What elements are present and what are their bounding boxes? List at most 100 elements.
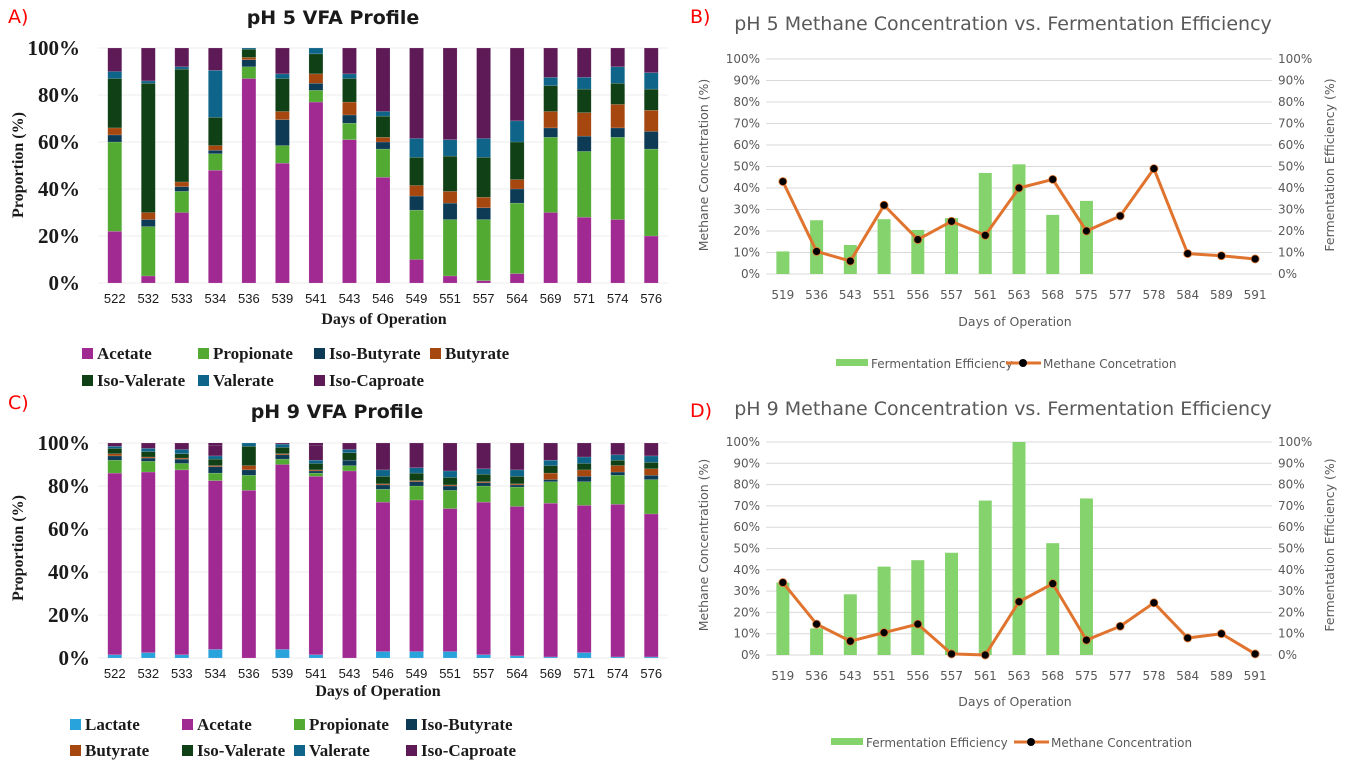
y-tick-label-left: 0% [741, 648, 760, 662]
bar-segment-lactate [375, 651, 391, 659]
methane-point [1250, 649, 1260, 659]
bar-segment-iso-butyrate [576, 476, 592, 482]
x-tick-label: 551 [439, 291, 461, 306]
bar-segment-butyrate [643, 110, 659, 132]
bar-segment-iso-butyrate [241, 59, 257, 68]
bar-segment-iso-caproate [442, 47, 458, 140]
bar-segment-iso-valerate [141, 451, 156, 458]
bar-segment-iso-caproate [509, 47, 525, 122]
x-tick-label: 563 [1008, 288, 1031, 302]
x-tick-label: 519 [771, 669, 794, 683]
bar-segment-iso-butyrate [241, 469, 257, 476]
y-tick-label-left: 30% [733, 584, 760, 598]
x-tick-label: 551 [439, 666, 461, 681]
legend-item-iso-valerate: Iso-Valerate [182, 741, 286, 760]
bar-segment-valerate [509, 120, 525, 143]
y-tick-label-right: 90% [1278, 74, 1305, 88]
x-tick-label: 557 [473, 291, 495, 306]
methane-point [913, 619, 923, 629]
bar-segment-iso-valerate [476, 157, 491, 198]
bar-segment-butyrate [174, 181, 190, 187]
bar-segment-propionate [442, 490, 458, 509]
bar-segment-iso-caproate [509, 442, 525, 471]
bar-segment-iso-caproate [476, 442, 491, 470]
legend-swatch-lactate [70, 719, 81, 730]
bar-segment-butyrate [107, 453, 123, 457]
y-tick-label: 100% [28, 36, 81, 60]
bar-segment-iso-butyrate [543, 479, 558, 482]
bar-segment-iso-butyrate [509, 188, 525, 204]
bar-segment-iso-valerate [442, 155, 458, 192]
methane-point [1250, 254, 1260, 264]
bar-segment-iso-caproate [308, 444, 324, 461]
methane-point [1183, 633, 1193, 643]
x-tick-label: 563 [1008, 669, 1031, 683]
legend-item-iso-caproate: Iso-Caproate [406, 741, 517, 760]
methane-point [980, 650, 990, 660]
legend-item-butyrate: Butyrate [70, 741, 150, 760]
y-tick-label-right: 50% [1278, 542, 1305, 556]
bar-segment-iso-butyrate [107, 455, 123, 461]
legend-swatch-iso-valerate [182, 745, 193, 756]
bar-segment-acetate [208, 169, 223, 284]
y-tick-label-left: 40% [733, 563, 760, 577]
bar-segment-butyrate [576, 112, 592, 137]
bar-segment-acetate [409, 259, 424, 284]
legend-swatch-fermentation-efficiency [836, 359, 868, 366]
bar-segment-acetate [308, 101, 324, 284]
chart-ph5-methane-vs-fe: pH 5 Methane Concentration vs. Fermentat… [696, 13, 1337, 371]
bar-segment-butyrate [141, 212, 156, 220]
x-tick-label: 575 [1075, 288, 1098, 302]
panel-label-d: D) [690, 400, 713, 422]
bar-segment-valerate [409, 467, 424, 474]
bar-segment-iso-valerate [610, 459, 625, 466]
chart-ph9-vfa-profile: pH 9 VFA Profile 0% 20% 40% 60% 80% 100% 522 5… [10, 401, 668, 760]
bar-segment-iso-valerate [308, 463, 324, 471]
bar-segment-iso-caproate [610, 47, 625, 68]
bar-segment-iso-caproate [141, 47, 156, 82]
bar-segment-iso-caproate [208, 443, 223, 446]
x-tick-label: 551 [873, 288, 896, 302]
bar-segment-butyrate [643, 468, 659, 476]
bar-segment-acetate [342, 139, 357, 284]
bar-segment-iso-valerate [409, 157, 424, 186]
bar-segment-iso-valerate [241, 445, 257, 466]
bar-segment-iso-butyrate [208, 149, 223, 155]
legend-label: Valerate [309, 741, 370, 760]
legend-label: Methane Concetration [1043, 357, 1177, 371]
bar-segment-propionate [409, 485, 424, 501]
y-tick-label-left: 80% [733, 478, 760, 492]
bar-segment-acetate [543, 212, 558, 284]
bar-segment-acetate [141, 471, 156, 653]
bar-segment-iso-valerate [543, 465, 558, 474]
bar-segment-butyrate [409, 185, 424, 197]
legend-label: Acetate [97, 344, 152, 363]
x-tick-label: 575 [1075, 669, 1098, 683]
bar-segment-iso-caproate [342, 47, 357, 75]
y-tick-label: 20% [48, 603, 90, 627]
bar-fermentation-efficiency [877, 219, 891, 274]
x-tick-label: 561 [974, 288, 997, 302]
bar-segment-valerate [643, 72, 659, 90]
bar-fermentation-efficiency [978, 172, 992, 274]
bar-segment-acetate [643, 235, 659, 284]
bar-segment-acetate [241, 78, 257, 284]
bar-segment-iso-butyrate [643, 475, 659, 480]
bar-segment-valerate [141, 448, 156, 452]
bar-segment-valerate [342, 73, 357, 79]
bar-segment-lactate [141, 652, 156, 659]
bar-segment-iso-valerate [208, 458, 223, 466]
bar-fermentation-efficiency [776, 582, 790, 655]
legend-swatch-propionate [294, 719, 305, 730]
x-tick-label: 522 [104, 291, 126, 306]
methane-point [1115, 211, 1125, 221]
bar-fermentation-efficiency [945, 552, 959, 655]
x-tick-label: 536 [805, 288, 828, 302]
bar-segment-iso-butyrate [476, 207, 491, 220]
panel-label-a: A) [8, 6, 29, 28]
bar-segment-iso-caproate [409, 47, 424, 139]
chart-ph9-methane-vs-fe: pH 9 Methane Concentration vs. Fermentat… [696, 398, 1337, 750]
x-tick-label: 549 [406, 291, 428, 306]
bar-segment-butyrate [543, 111, 558, 129]
legend-label: Iso-Caproate [329, 371, 425, 390]
